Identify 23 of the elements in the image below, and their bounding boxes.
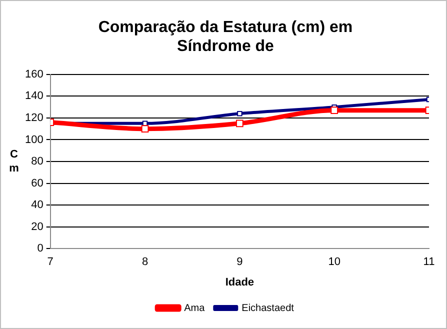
y-tick-label: 60 [31, 177, 44, 190]
legend-label: Eichastaedt [242, 302, 294, 314]
x-tick-label: 8 [142, 256, 148, 268]
y-axis-title: Cm [9, 148, 20, 175]
y-tick-label: 140 [24, 90, 44, 102]
chart-title: Comparação da Estatura (cm) em Síndrome de [98, 19, 353, 56]
point [237, 110, 242, 116]
y-tick-label: 40 [31, 199, 44, 212]
y-tick-label: 160 [24, 68, 44, 80]
x-tick-label: 11 [423, 256, 435, 268]
y-tick-label: 20 [31, 220, 44, 233]
point [141, 125, 149, 133]
x-tick-label: 7 [47, 256, 54, 268]
x-axis-title: Idade [225, 276, 254, 288]
y-tick-label: 80 [31, 156, 44, 168]
y-tick-label: 100 [24, 134, 44, 146]
y-tick-label: 0 [37, 242, 44, 255]
point [236, 120, 244, 128]
y-tick-label: 120 [24, 112, 44, 124]
legend-label: Ama [184, 302, 206, 314]
x-tick-label: 9 [236, 256, 243, 268]
point [330, 106, 338, 114]
x-tick-label: 10 [328, 256, 340, 268]
